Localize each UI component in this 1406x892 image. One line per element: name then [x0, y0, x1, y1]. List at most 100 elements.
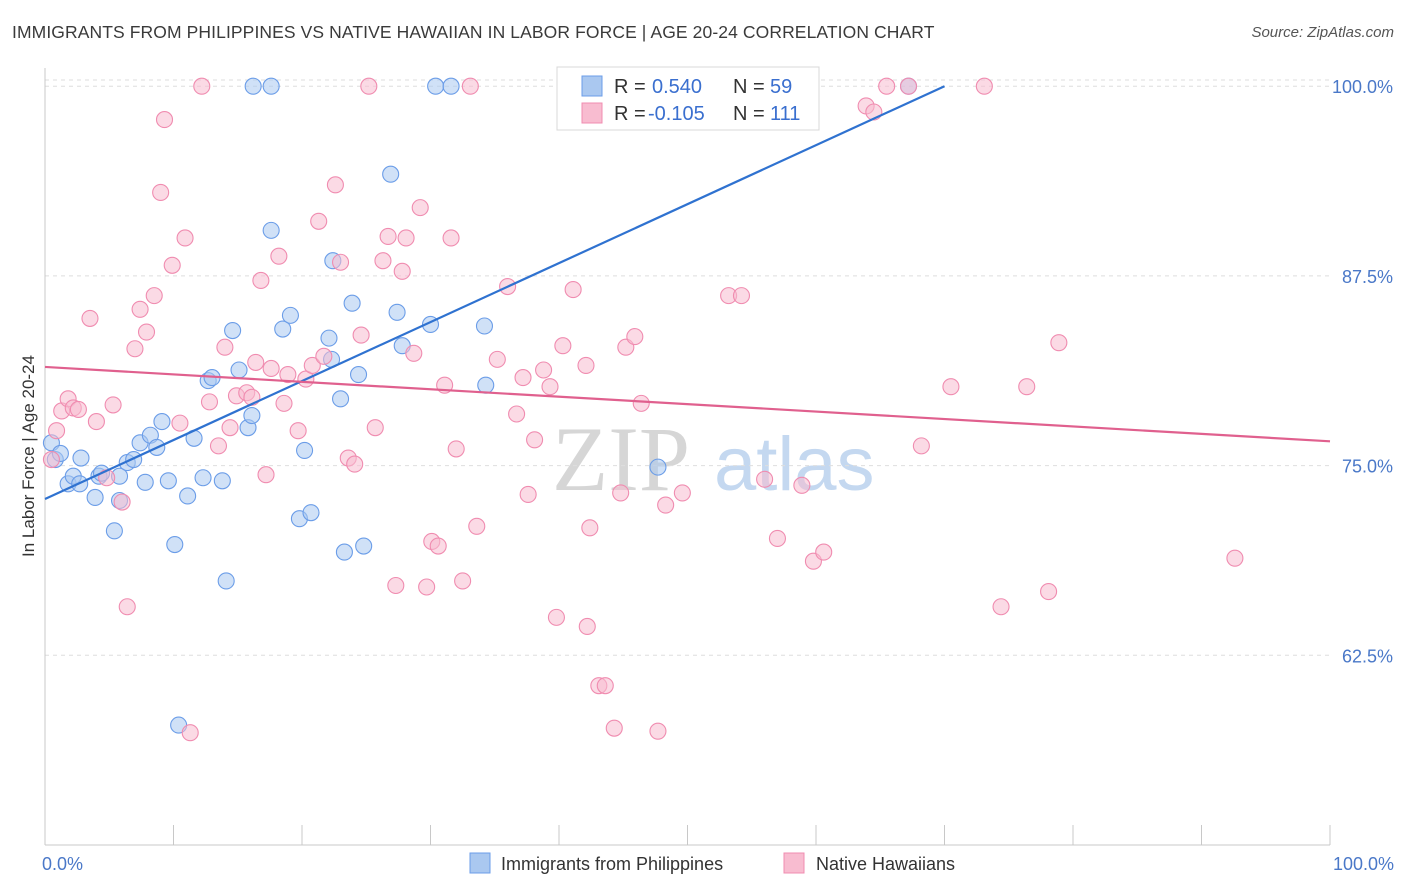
point-native-hawaiians — [393, 262, 411, 280]
point-native-hawaiians — [315, 347, 333, 365]
point-philippines — [153, 413, 171, 431]
point-native-hawaiians — [626, 328, 644, 346]
point-philippines — [194, 469, 212, 487]
point-native-hawaiians — [126, 340, 144, 358]
y-tick-labels: 62.5% 75.0% 87.5% 100.0% — [1332, 77, 1393, 666]
point-native-hawaiians — [1018, 378, 1036, 396]
point-native-hawaiians — [554, 337, 572, 355]
point-philippines — [262, 221, 280, 239]
y-tick-label: 75.0% — [1342, 457, 1393, 477]
point-native-hawaiians — [181, 724, 199, 742]
point-native-hawaiians — [578, 617, 596, 636]
y-tick-label: 87.5% — [1342, 267, 1393, 287]
point-philippines — [72, 449, 90, 467]
point-native-hawaiians — [1226, 549, 1244, 567]
trend-lines — [44, 85, 1331, 500]
point-philippines — [388, 303, 406, 321]
point-philippines — [244, 77, 262, 95]
point-native-hawaiians — [42, 450, 60, 469]
point-native-hawaiians — [508, 405, 526, 423]
point-philippines — [296, 441, 314, 459]
point-native-hawaiians — [541, 378, 559, 396]
point-philippines — [335, 543, 353, 561]
point-native-hawaiians — [221, 419, 239, 437]
point-philippines — [302, 504, 320, 522]
point-native-hawaiians — [374, 252, 392, 270]
source-credit: Source: ZipAtlas.com — [1251, 24, 1394, 41]
point-philippines — [217, 572, 235, 590]
point-native-hawaiians — [878, 77, 896, 95]
trend-line-native-hawaiians — [44, 365, 1331, 443]
point-native-hawaiians — [768, 529, 787, 547]
point-native-hawaiians — [48, 422, 66, 440]
point-native-hawaiians — [366, 419, 384, 437]
point-native-hawaiians — [310, 212, 328, 230]
point-philippines — [427, 77, 445, 95]
point-native-hawaiians — [547, 608, 565, 626]
point-native-hawaiians — [176, 229, 194, 247]
point-philippines — [243, 406, 261, 425]
point-native-hawaiians — [975, 77, 993, 95]
point-native-hawaiians — [289, 422, 307, 440]
x-axis-ticks — [173, 825, 1331, 845]
point-native-hawaiians — [454, 572, 472, 590]
point-native-hawaiians — [252, 271, 270, 290]
point-native-hawaiians — [379, 227, 397, 246]
point-native-hawaiians — [155, 111, 174, 129]
point-native-hawaiians — [1040, 583, 1058, 601]
point-philippines — [274, 320, 292, 338]
point-philippines — [320, 329, 338, 347]
point-native-hawaiians — [346, 455, 364, 473]
point-native-hawaiians — [442, 229, 460, 247]
series-legend-swatch-philippines — [469, 852, 491, 874]
point-native-hawaiians — [262, 359, 280, 378]
point-philippines — [166, 535, 184, 554]
point-native-hawaiians — [405, 344, 423, 362]
point-native-hawaiians — [429, 537, 447, 555]
series-legend-label-philippines: Immigrants from Philippines — [501, 854, 723, 874]
point-philippines — [213, 472, 231, 490]
point-native-hawaiians — [649, 722, 667, 740]
point-philippines — [382, 165, 400, 183]
point-native-hawaiians — [247, 353, 265, 371]
point-philippines — [224, 321, 242, 340]
point-native-hawaiians — [488, 350, 506, 368]
point-native-hawaiians — [257, 466, 275, 484]
point-native-hawaiians — [526, 431, 544, 449]
point-native-hawaiians — [596, 677, 614, 695]
point-native-hawaiians — [193, 77, 211, 95]
series-legend-swatch-hawaiians — [783, 852, 805, 874]
point-philippines — [125, 450, 143, 469]
point-native-hawaiians — [279, 366, 297, 384]
point-philippines — [477, 376, 495, 394]
stats-legend-n-label-2: N = — [733, 103, 765, 125]
point-native-hawaiians — [581, 519, 599, 537]
point-native-hawaiians — [912, 437, 930, 455]
stats-legend-r-value-2: -0.105 — [648, 103, 705, 125]
point-native-hawaiians — [303, 356, 321, 374]
point-native-hawaiians — [657, 496, 675, 514]
point-philippines — [343, 294, 361, 312]
point-native-hawaiians — [411, 199, 429, 217]
point-native-hawaiians — [514, 369, 532, 387]
x-tick-label-min: 0.0% — [42, 854, 83, 874]
point-native-hawaiians — [216, 338, 234, 356]
point-native-hawaiians — [360, 77, 378, 95]
data-points — [42, 77, 1244, 742]
point-native-hawaiians — [793, 476, 811, 494]
point-native-hawaiians — [535, 361, 553, 379]
point-native-hawaiians — [145, 287, 163, 305]
point-philippines — [230, 361, 248, 379]
point-native-hawaiians — [81, 309, 99, 327]
point-native-hawaiians — [899, 77, 918, 95]
point-philippines — [136, 473, 154, 491]
point-native-hawaiians — [632, 394, 650, 412]
stats-legend-swatch-philippines — [581, 75, 603, 97]
point-native-hawaiians — [137, 323, 156, 341]
point-native-hawaiians — [732, 287, 751, 305]
point-philippines — [355, 537, 373, 555]
point-native-hawaiians — [577, 356, 595, 374]
point-native-hawaiians — [387, 576, 405, 595]
point-philippines — [349, 366, 368, 384]
